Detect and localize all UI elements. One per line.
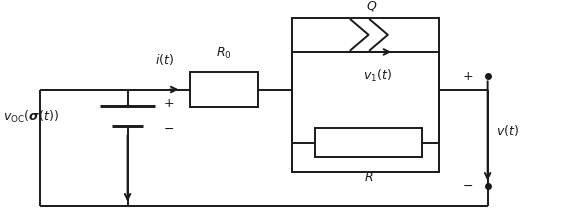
Bar xyxy=(292,18,439,172)
Bar xyxy=(315,128,422,157)
Bar xyxy=(190,72,258,107)
Text: $v_1(t)$: $v_1(t)$ xyxy=(363,67,391,84)
Text: $-$: $-$ xyxy=(462,179,473,192)
Text: $i(t)$: $i(t)$ xyxy=(155,52,174,67)
Text: $+$: $+$ xyxy=(163,97,175,110)
Text: $R_0$: $R_0$ xyxy=(216,46,232,61)
Text: $+$: $+$ xyxy=(462,70,473,83)
Text: $-$: $-$ xyxy=(163,122,175,135)
Text: $R$: $R$ xyxy=(364,171,373,184)
Text: $Q$: $Q$ xyxy=(366,0,377,13)
Text: $v(t)$: $v(t)$ xyxy=(496,124,519,138)
Text: $v_{\mathrm{OC}}(\boldsymbol{\sigma}(t))$: $v_{\mathrm{OC}}(\boldsymbol{\sigma}(t))… xyxy=(3,109,58,125)
